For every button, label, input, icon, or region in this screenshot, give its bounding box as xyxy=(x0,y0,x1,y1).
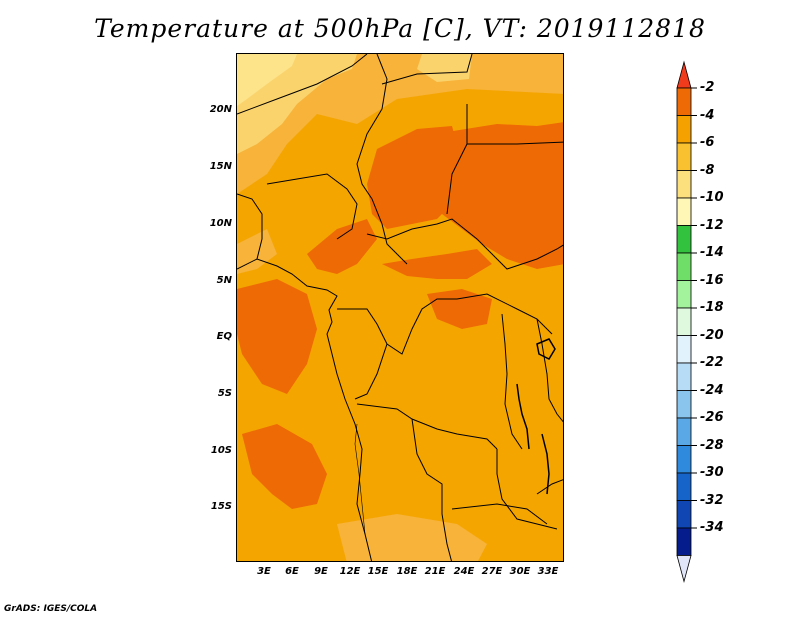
light-region-northeast xyxy=(417,54,472,82)
dark-patch-centralafrica xyxy=(382,249,492,279)
pale-region-northwest xyxy=(237,54,297,106)
lon-label-9e: 9E xyxy=(314,566,328,577)
lat-label-10n: 10N xyxy=(209,218,232,229)
colorbar-box xyxy=(676,445,692,474)
dark-patch-nigeria xyxy=(307,219,377,274)
colorbar-box xyxy=(676,472,692,501)
lat-label-10s: 10S xyxy=(210,445,232,456)
colorbar-label: -24 xyxy=(700,382,724,398)
lon-label-12e: 12E xyxy=(339,566,361,577)
lat-label-5n: 5N xyxy=(216,275,232,286)
colorbar-label: -16 xyxy=(700,272,724,288)
colorbar-box xyxy=(676,390,692,419)
lake-outlines xyxy=(516,338,556,495)
lon-label-24e: 24E xyxy=(453,566,475,577)
colorbar-label: -20 xyxy=(700,327,724,343)
colorbar-bottom-arrow xyxy=(676,555,692,584)
colorbar-label: -6 xyxy=(700,135,715,150)
light-patch-atlantic-north xyxy=(237,229,277,274)
colorbar-box xyxy=(676,252,692,281)
colorbar-top-arrow xyxy=(676,60,692,89)
lon-label-15e: 15E xyxy=(367,566,389,577)
lat-label-20n: 20N xyxy=(209,104,232,115)
colorbar-label: -18 xyxy=(700,300,724,315)
colorbar-label: -8 xyxy=(700,162,715,178)
dark-patch-chad xyxy=(367,126,462,229)
colorbar-box xyxy=(676,362,692,391)
warm-region-north xyxy=(237,54,563,194)
colorbar-label: -2 xyxy=(700,80,715,95)
temperature-map xyxy=(237,54,563,561)
colorbar-box xyxy=(676,417,692,446)
grads-credit: GrADS: IGES/COLA xyxy=(4,604,98,614)
colorbar-label: -26 xyxy=(700,410,724,425)
colorbar-box xyxy=(676,142,692,171)
colorbar-box xyxy=(676,115,692,144)
lon-label-27e: 27E xyxy=(481,566,503,577)
lon-label-3e: 3E xyxy=(257,566,271,577)
colorbar-box xyxy=(676,335,692,364)
lat-label-5s: 5S xyxy=(217,388,232,399)
colorbar-box xyxy=(676,500,692,529)
colorbar-box xyxy=(676,87,692,116)
colorbar-label: -32 xyxy=(700,492,724,508)
dark-patch-atlantic-south xyxy=(242,424,327,509)
colorbar-label: -34 xyxy=(700,520,724,535)
lon-label-6e: 6E xyxy=(285,566,299,577)
colorbar-box xyxy=(676,307,692,336)
light-patch-south xyxy=(337,514,487,561)
lat-label-15n: 15N xyxy=(209,161,232,172)
colorbar-label: -12 xyxy=(700,217,724,233)
country-borders xyxy=(237,54,563,561)
colorbar-label: -14 xyxy=(700,245,724,260)
colorbar-box xyxy=(676,170,692,199)
lat-label-eq: EQ xyxy=(216,331,232,342)
coastline-stripe xyxy=(354,423,366,535)
colorbar-label: -30 xyxy=(700,465,724,480)
colorbar-label: -28 xyxy=(700,437,724,453)
colorbar-label: -10 xyxy=(700,190,724,205)
lon-label-18e: 18E xyxy=(396,566,418,577)
colorbar-label: -4 xyxy=(700,107,715,123)
colorbar-box xyxy=(676,225,692,254)
lon-label-30e: 30E xyxy=(509,566,531,577)
map-panel xyxy=(236,53,564,562)
map-title: Temperature at 500hPa [C], VT: 201911281… xyxy=(94,14,706,43)
colorbar-box xyxy=(676,527,692,556)
colorbar-box xyxy=(676,280,692,309)
colorbar-box xyxy=(676,197,692,226)
lat-label-15s: 15S xyxy=(210,501,232,512)
lon-label-33e: 33E xyxy=(537,566,559,577)
dark-patch-atlantic-west xyxy=(237,279,317,394)
colorbar-label: -22 xyxy=(700,355,724,370)
lon-label-21e: 21E xyxy=(424,566,446,577)
